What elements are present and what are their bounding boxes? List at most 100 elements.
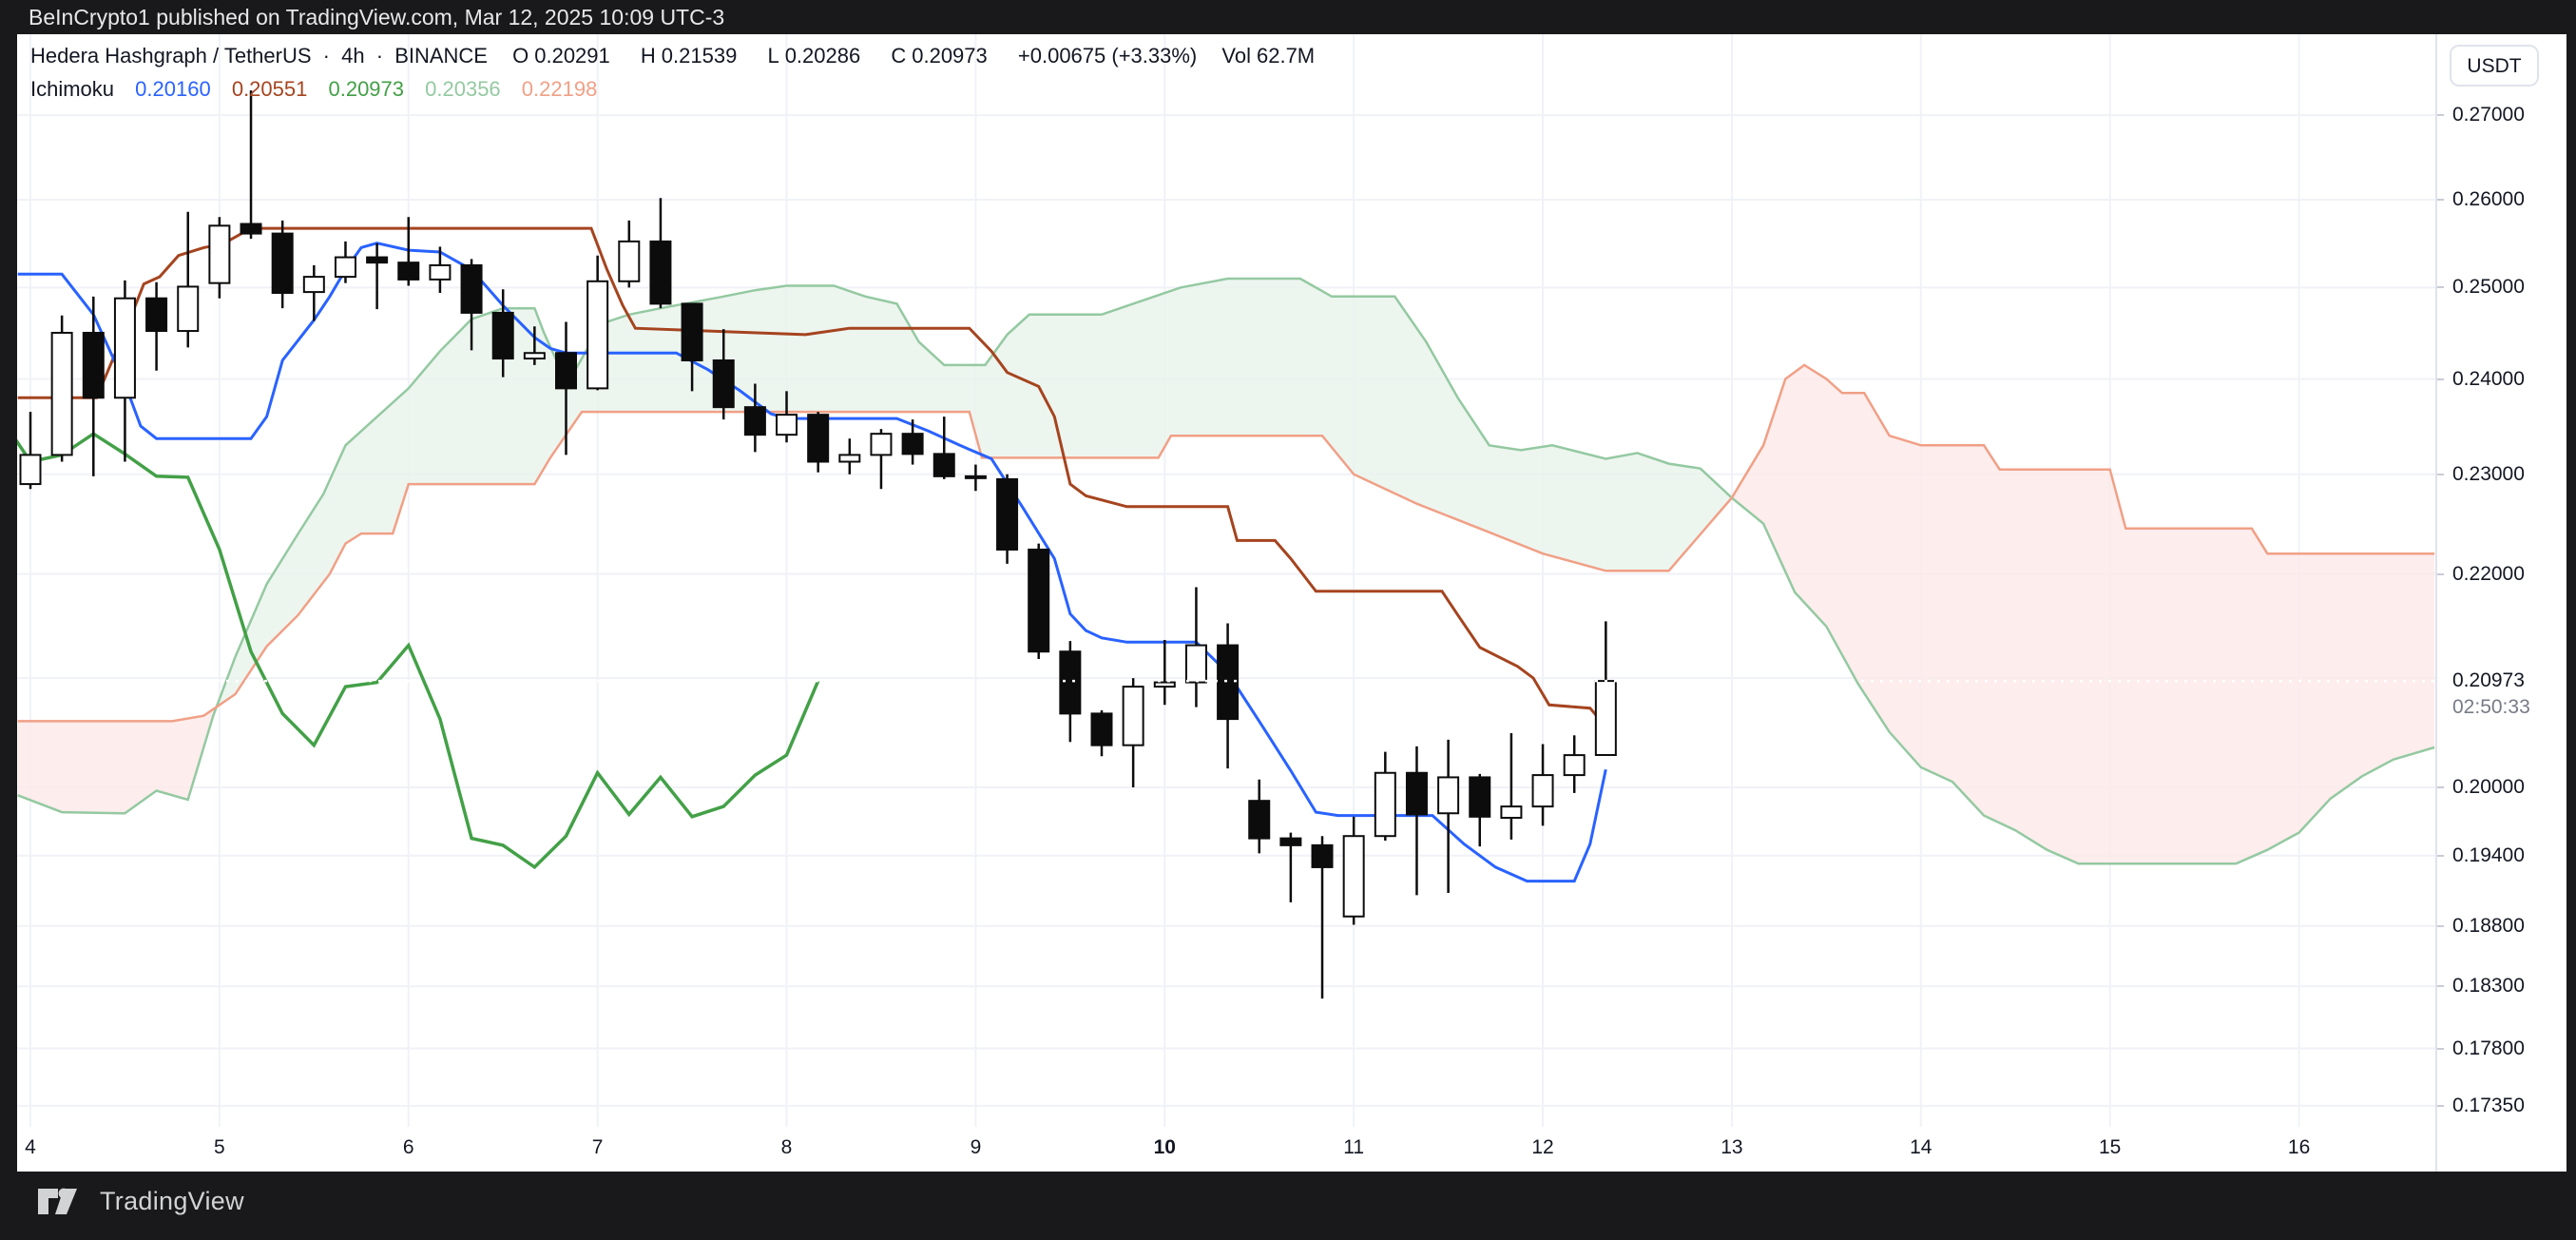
price-axis-tick [2437, 286, 2444, 289]
candle[interactable] [82, 296, 105, 476]
price-axis-tick [2437, 199, 2444, 201]
price-axis-label: 0.25000 [2452, 276, 2525, 299]
indicator-name[interactable]: Ichimoku [30, 77, 115, 101]
candle[interactable] [1342, 816, 1365, 925]
candle[interactable] [50, 315, 73, 462]
candle[interactable] [1059, 641, 1082, 743]
candle[interactable] [838, 438, 861, 475]
candle[interactable] [271, 220, 294, 309]
candle-body-down [460, 263, 483, 314]
candle[interactable] [932, 417, 955, 479]
candle[interactable] [208, 217, 231, 299]
candle[interactable] [1531, 744, 1554, 826]
indicator-legend-row: Ichimoku 0.20160 0.20551 0.20973 0.20356… [30, 77, 1326, 102]
candle[interactable] [870, 429, 893, 490]
bar-countdown-timer: 02:50:33 [2452, 696, 2530, 719]
candle-body-down [932, 453, 955, 477]
candle[interactable] [1090, 709, 1113, 757]
price-axis-tick [2437, 1047, 2444, 1050]
candle-body-down [1311, 843, 1334, 868]
time-axis-label: 13 [1721, 1136, 1743, 1158]
price-axis-tick [2437, 378, 2444, 380]
candle[interactable] [743, 383, 766, 453]
candle[interactable] [177, 211, 200, 348]
ichimoku-leading-a-value: 0.20356 [425, 77, 501, 101]
candle-body-down [964, 475, 987, 479]
symbol-legend-row: Hedera Hashgraph / TetherUS · 4h · BINAN… [30, 44, 1326, 68]
change-value: +0.00675 (+3.33%) [1017, 44, 1198, 68]
legend-separator: · [375, 44, 384, 68]
price-axis-label: 0.27000 [2452, 104, 2525, 126]
price-axis-tick [2437, 114, 2444, 117]
candle[interactable] [1217, 623, 1240, 769]
candle[interactable] [240, 90, 262, 240]
candle[interactable] [649, 198, 672, 309]
candle[interactable] [712, 329, 735, 420]
candle-body-down [901, 433, 924, 455]
candle[interactable] [1374, 751, 1396, 842]
candle[interactable] [964, 464, 987, 492]
interval-label[interactable]: 4h [341, 44, 365, 68]
candle[interactable] [491, 289, 514, 378]
time-axis-label: 11 [1343, 1136, 1365, 1158]
exchange-label: BINANCE [394, 44, 488, 68]
candle[interactable] [807, 412, 830, 473]
candle-body-up [429, 263, 452, 281]
candle[interactable] [586, 255, 609, 391]
candle[interactable] [1500, 732, 1523, 840]
publish-title-text: BeInCrypto1 published on TradingView.com… [29, 5, 725, 29]
candle-body-down [743, 406, 766, 436]
candle[interactable] [302, 264, 325, 321]
candle[interactable] [1153, 640, 1176, 706]
candle[interactable] [618, 220, 641, 288]
candle[interactable] [1028, 543, 1050, 659]
candle[interactable] [366, 242, 389, 310]
candle[interactable] [776, 391, 798, 443]
candle[interactable] [1469, 773, 1491, 847]
candle[interactable] [554, 321, 577, 455]
candle[interactable] [1122, 678, 1144, 788]
candle-body-down [807, 414, 830, 463]
candle-body-up [1374, 771, 1396, 838]
chart-pane-canvas[interactable] [17, 34, 2435, 1127]
candle-body-down [1279, 837, 1302, 846]
candle[interactable] [429, 246, 452, 294]
candle[interactable] [901, 419, 924, 465]
high-value: 0.21539 [661, 44, 738, 68]
currency-toggle-button[interactable]: USDT [2450, 45, 2539, 87]
candle[interactable] [113, 280, 136, 462]
time-axis[interactable]: 4 5 6 7 8 9 10 11 12 13 14 15 16 [17, 1127, 2435, 1172]
candle-body-up [19, 454, 42, 486]
candle[interactable] [1184, 587, 1207, 707]
price-axis[interactable]: USDT 0.27000 0.26000 0.25000 0.24000 0.23000… [2435, 34, 2566, 1172]
candle[interactable] [681, 302, 703, 392]
candle[interactable] [1563, 735, 1586, 793]
candle[interactable] [397, 217, 420, 286]
time-axis-label: 6 [402, 1136, 414, 1158]
ichimoku-base-line [17, 226, 1607, 728]
candle[interactable] [334, 241, 356, 283]
candle[interactable] [460, 259, 483, 351]
candle[interactable] [1594, 621, 1617, 756]
candle[interactable] [1437, 739, 1460, 893]
candle-body-up [302, 276, 325, 294]
ichimoku-leading-span-a-line [17, 277, 2435, 865]
candle[interactable] [523, 326, 546, 365]
candle[interactable] [996, 474, 1019, 564]
candle[interactable] [1248, 779, 1271, 854]
candle-body-up [586, 280, 609, 390]
tradingview-logo[interactable]: TradingView [38, 1187, 244, 1216]
ichimoku-lagging-span-line [17, 432, 820, 870]
candle[interactable] [1311, 836, 1334, 999]
candle[interactable] [1279, 832, 1302, 902]
candle-body-down [397, 262, 420, 281]
candle-body-up [618, 240, 641, 282]
ichimoku-conversion-value: 0.20160 [135, 77, 211, 101]
symbol-name[interactable]: Hedera Hashgraph / TetherUS [30, 44, 312, 68]
candle[interactable] [19, 412, 42, 490]
candle[interactable] [145, 281, 168, 371]
time-axis-label: 5 [214, 1136, 225, 1158]
candle[interactable] [1405, 746, 1428, 896]
price-axis-label: 0.20000 [2452, 776, 2525, 798]
ichimoku-base-value: 0.20551 [231, 77, 308, 101]
